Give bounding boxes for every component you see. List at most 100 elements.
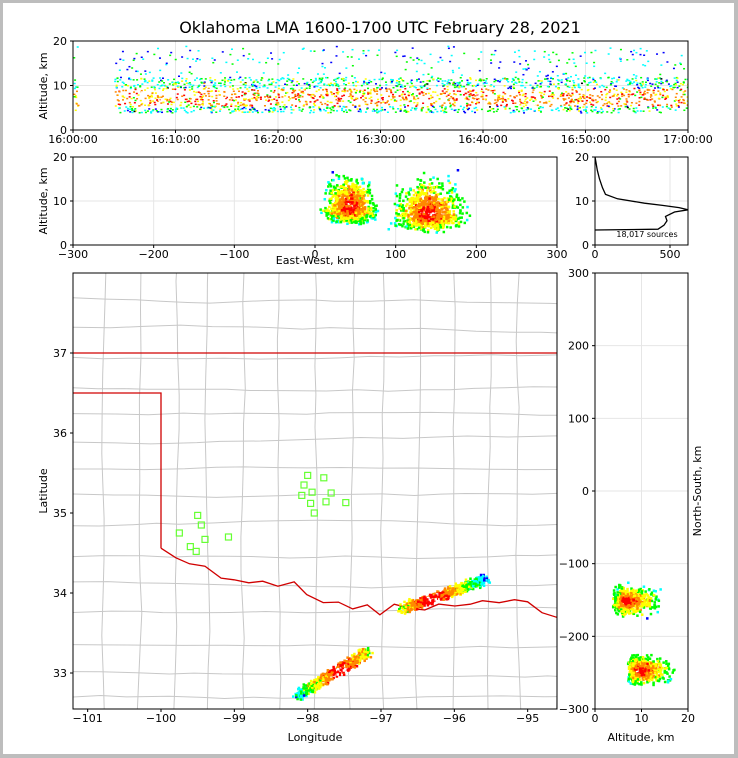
lightning-source-mark [512,79,515,81]
lightning-source-mark [569,105,572,107]
ew-source-mark [444,221,448,225]
lightning-source-mark [468,107,471,110]
lightning-source-mark [181,56,184,58]
lightning-source-mark [570,108,573,111]
lightning-source-mark [609,96,612,99]
lightning-source-mark [502,91,505,94]
ew-source-mark [417,218,420,222]
lightning-source-mark [276,104,279,106]
ew-source-mark [409,223,412,227]
lightning-source-mark [471,97,474,99]
lightning-source-mark [513,51,516,53]
ew-source-mark [439,217,443,221]
ew-source-mark [418,187,422,191]
lightning-source-mark [488,101,491,104]
lightning-source-mark [660,80,663,83]
lightning-source-mark [184,101,187,104]
ew-source-mark [395,194,399,198]
ew-source-mark [346,212,350,215]
ew-source-mark [429,221,432,225]
lightning-source-mark [166,103,169,105]
plan-source-mark [480,582,483,586]
ew-source-mark [442,217,445,221]
lightning-source-mark [251,83,254,86]
lightning-source-mark [144,80,147,82]
lightning-source-mark [385,90,388,92]
lightning-source-mark [278,96,281,99]
lightning-source-mark [495,104,498,106]
lightning-source-mark [486,110,489,113]
ew-source-mark [429,190,433,194]
lightning-source-mark [73,57,76,59]
plan-source-mark [454,589,457,592]
lightning-source-mark [565,102,568,104]
lightning-source-mark [412,59,415,61]
ew-source-mark [444,214,447,217]
lightning-source-mark [450,95,453,98]
lightning-source-mark [588,82,591,84]
lightning-source-mark [189,98,192,100]
lightning-source-mark [318,77,321,80]
ew-source-mark [468,214,472,217]
lightning-source-mark [271,58,274,60]
ew-source-mark [412,210,416,214]
ew-source-mark [359,222,362,225]
lightning-source-mark [592,81,595,83]
lightning-source-mark [647,60,650,63]
histogram-ytick: 20 [575,151,589,164]
lightning-source-mark [161,84,164,86]
lightning-source-mark [480,90,483,93]
lightning-source-mark [269,103,272,105]
lightning-source-mark [493,89,496,92]
lightning-source-mark [600,108,603,110]
plan-source-mark [458,583,462,587]
ew-source-mark [408,198,411,201]
lightning-source-mark [321,77,324,79]
lightning-source-mark [209,90,212,93]
lightning-source-mark [396,89,399,92]
lightning-source-mark [633,81,636,83]
lightning-source-mark [459,76,462,79]
lightning-source-mark [639,93,642,95]
histogram-xtick: 500 [660,248,681,261]
lightning-source-mark [296,80,299,83]
lightning-source-mark [616,93,619,96]
lightning-source-mark [452,97,455,100]
ew-source-mark [447,205,451,209]
ew-source-mark [367,207,370,210]
ew-source-mark [337,209,341,213]
ew-source-mark [357,210,360,213]
lightning-source-mark [413,107,416,110]
lightning-source-mark [658,82,661,84]
lightning-source-mark [73,96,76,98]
lightning-source-mark [521,78,524,81]
oklahoma-texas-panhandle-border [73,392,162,549]
lightning-source-mark [467,91,470,93]
lightning-source-mark [282,51,285,54]
ew-source-mark [422,206,425,209]
ew-source-mark [358,212,361,215]
ew-source-mark [455,195,458,199]
lightning-source-mark [625,91,628,93]
lightning-source-mark [318,96,321,98]
lightning-source-mark [75,90,78,93]
lightning-source-mark [154,108,157,110]
plan-source-mark [406,606,410,609]
lightning-source-mark [628,79,631,82]
ew-source-mark [398,204,401,208]
plan-source-mark [411,606,415,609]
ew-source-mark [419,185,423,189]
lightning-source-mark [589,97,592,99]
ew-source-mark [433,205,436,208]
lightning-source-mark [493,80,496,83]
lightning-source-mark [314,100,317,102]
ew-source-mark [423,230,426,234]
lightning-source-mark [230,97,233,99]
lightning-source-mark [124,102,127,105]
lightning-source-mark [552,97,555,99]
lightning-source-mark [636,110,639,112]
ew-source-mark [336,212,339,216]
ew-source-mark [373,215,377,219]
ew-source-mark [450,197,453,200]
lightning-source-mark [659,73,662,76]
